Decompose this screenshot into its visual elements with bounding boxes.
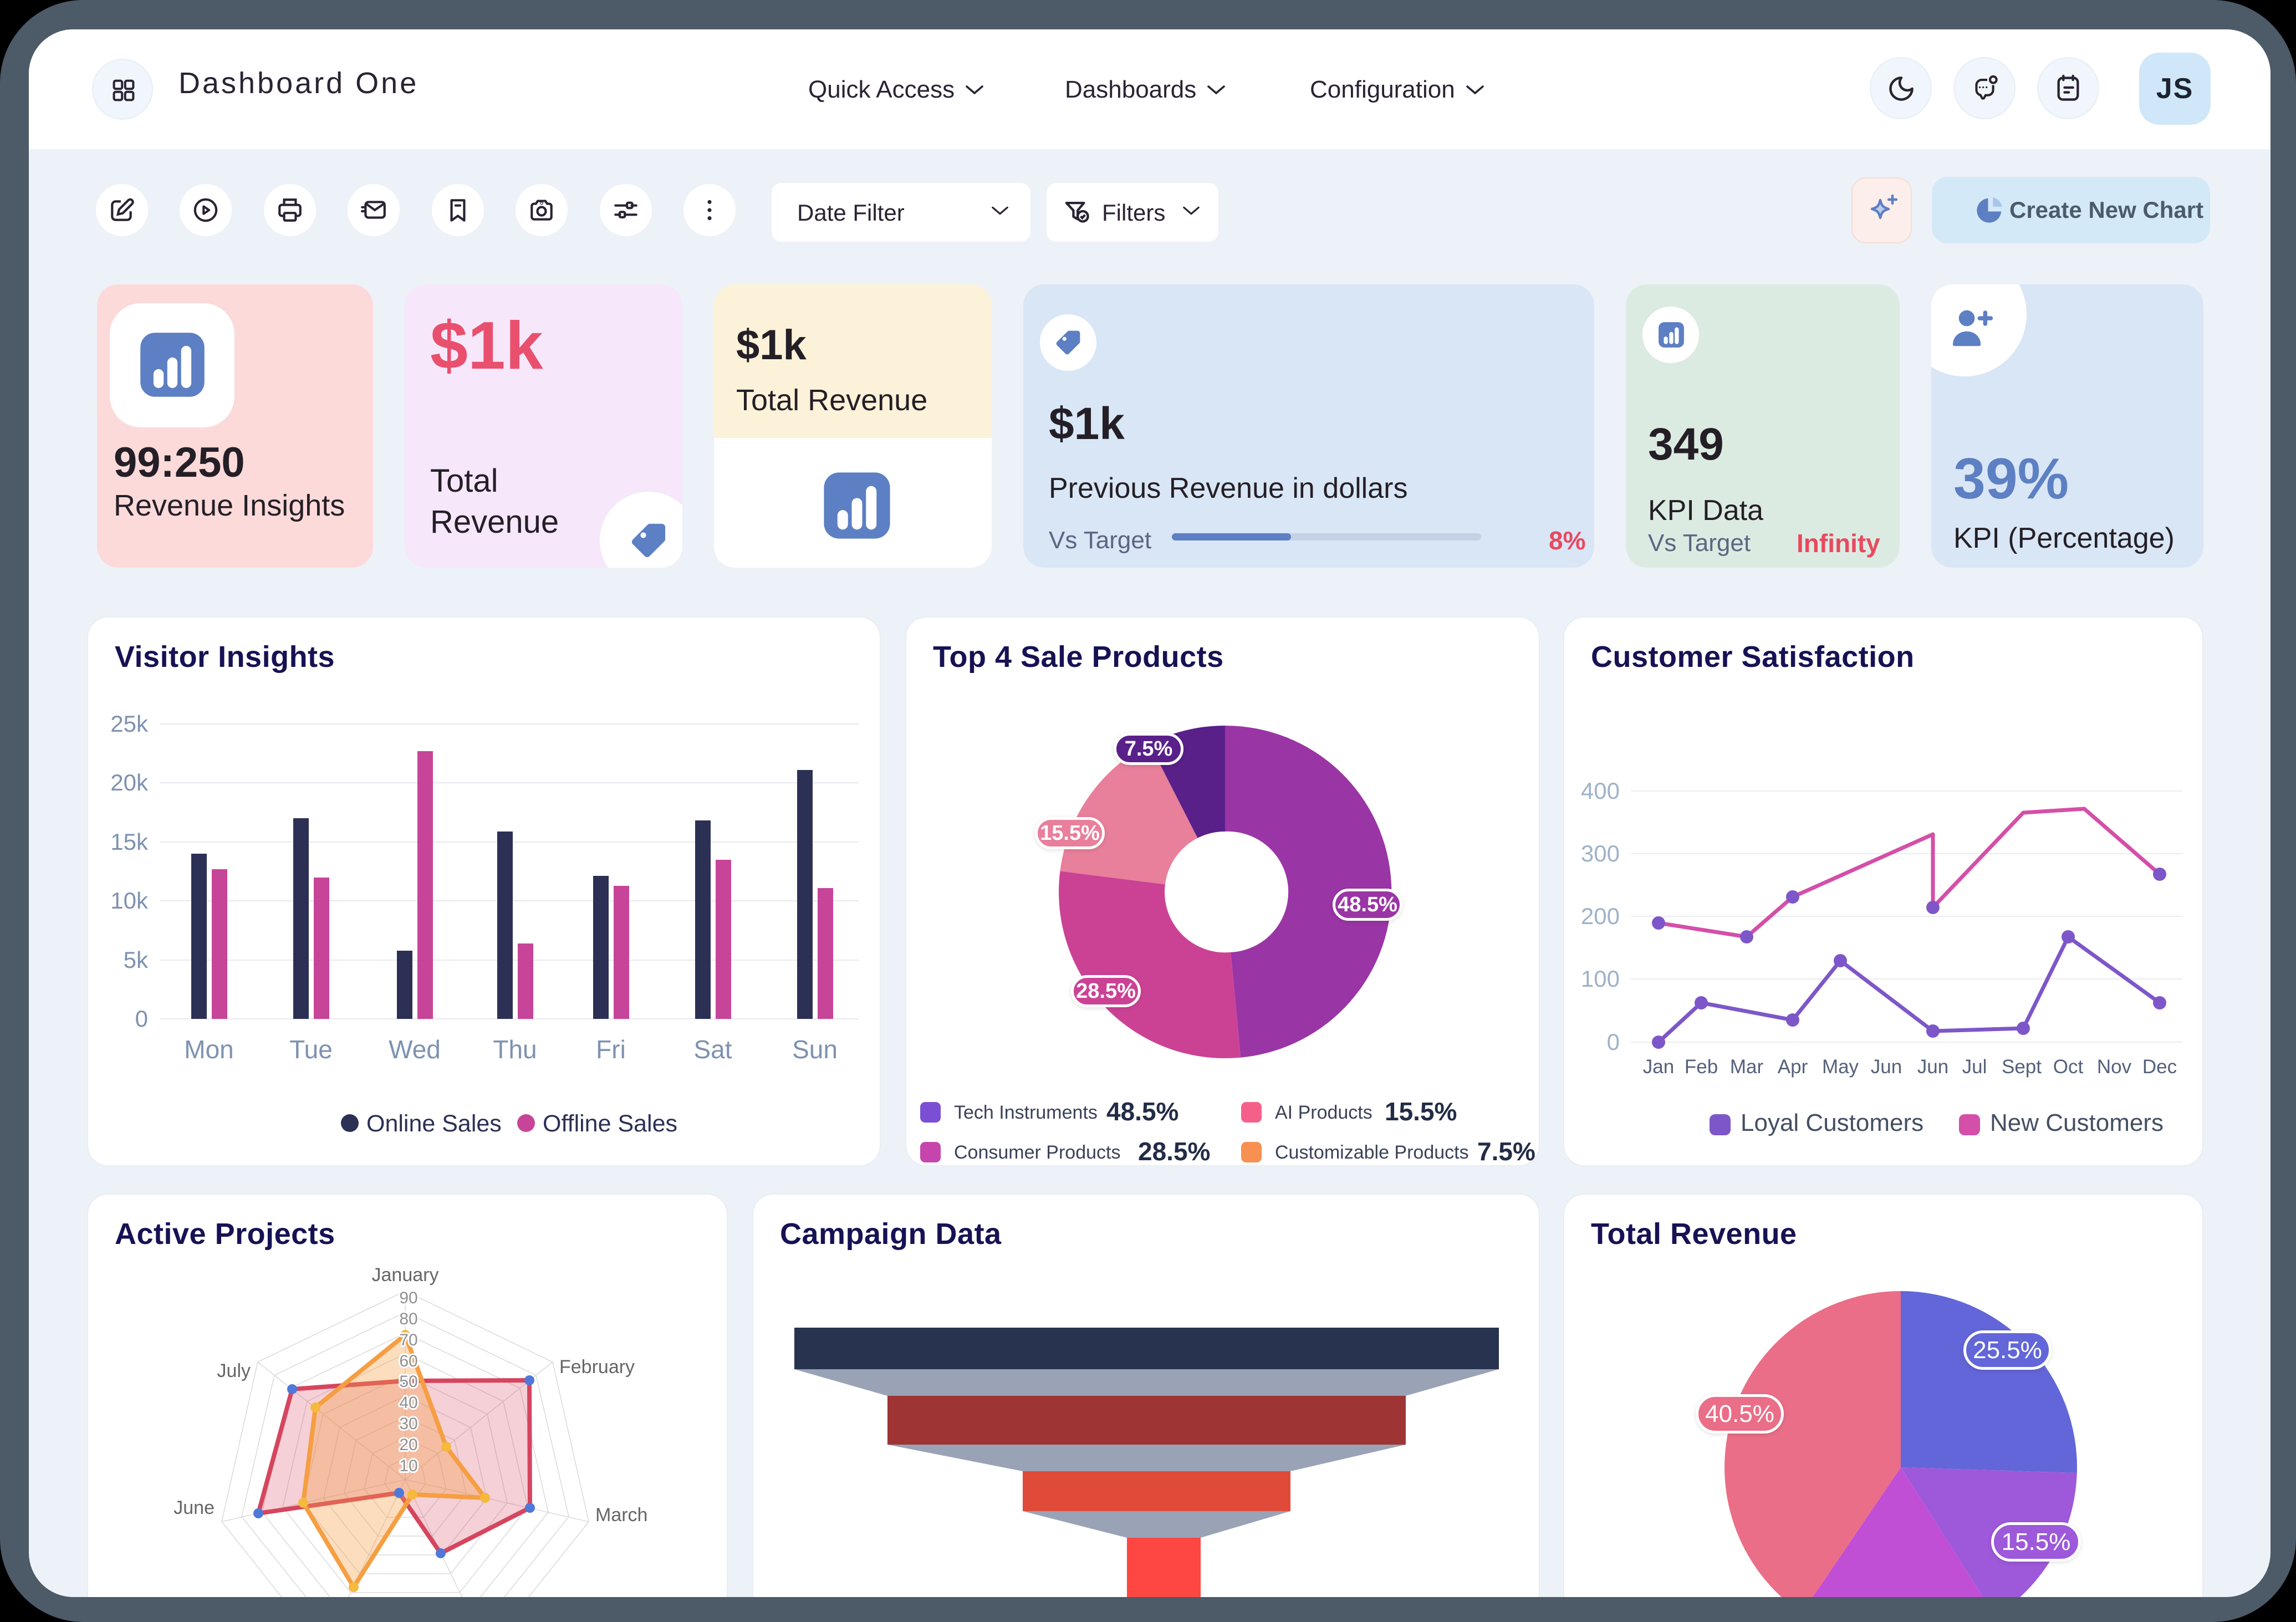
- svg-text:30: 30: [399, 1415, 417, 1433]
- svg-text:January: January: [372, 1264, 439, 1286]
- svg-text:Offline Sales: Offline Sales: [543, 1110, 677, 1137]
- svg-text:May: May: [1822, 1056, 1859, 1078]
- svg-text:Customizable Products: Customizable Products: [1275, 1142, 1469, 1163]
- svg-text:Jun: Jun: [1917, 1056, 1948, 1078]
- svg-text:Nov: Nov: [2097, 1056, 2132, 1078]
- svg-text:80: 80: [399, 1310, 417, 1328]
- svg-text:70: 70: [399, 1331, 417, 1349]
- svg-text:40: 40: [399, 1394, 417, 1412]
- svg-text:Jun: Jun: [1871, 1056, 1902, 1078]
- svg-text:100: 100: [1581, 966, 1620, 992]
- svg-text:Jan: Jan: [1643, 1056, 1674, 1078]
- svg-text:50: 50: [399, 1373, 417, 1391]
- svg-text:28.5%: 28.5%: [1138, 1137, 1210, 1166]
- svg-text:June: June: [174, 1497, 215, 1518]
- svg-text:Fri: Fri: [596, 1035, 626, 1064]
- svg-text:Feb: Feb: [1685, 1056, 1718, 1078]
- svg-text:Online Sales: Online Sales: [366, 1110, 502, 1137]
- svg-text:AI Products: AI Products: [1275, 1102, 1373, 1123]
- svg-text:Loyal Customers: Loyal Customers: [1741, 1109, 1923, 1136]
- svg-text:0: 0: [135, 1006, 148, 1032]
- svg-text:60: 60: [399, 1352, 417, 1370]
- svg-text:20k: 20k: [110, 769, 149, 795]
- svg-text:Thu: Thu: [493, 1035, 537, 1064]
- svg-text:Sat: Sat: [693, 1035, 732, 1064]
- svg-text:Tue: Tue: [289, 1035, 333, 1064]
- svg-text:10: 10: [399, 1457, 417, 1475]
- svg-text:Wed: Wed: [389, 1035, 441, 1064]
- svg-text:5k: 5k: [124, 947, 149, 973]
- svg-text:Mar: Mar: [1730, 1056, 1764, 1078]
- svg-text:Sun: Sun: [792, 1035, 838, 1064]
- svg-text:15.5%: 15.5%: [1385, 1097, 1457, 1126]
- svg-text:300: 300: [1581, 840, 1620, 866]
- svg-text:Jul: Jul: [1962, 1056, 1987, 1078]
- svg-text:15k: 15k: [110, 829, 149, 855]
- svg-text:Consumer Products: Consumer Products: [954, 1142, 1120, 1163]
- svg-text:February: February: [559, 1356, 635, 1378]
- svg-text:Oct: Oct: [2053, 1056, 2084, 1078]
- svg-text:Sept: Sept: [2002, 1056, 2042, 1078]
- svg-text:Dec: Dec: [2142, 1056, 2177, 1078]
- svg-text:90: 90: [399, 1289, 417, 1307]
- svg-text:400: 400: [1581, 778, 1620, 804]
- svg-text:Tech Instruments: Tech Instruments: [954, 1102, 1098, 1123]
- svg-text:10k: 10k: [110, 887, 149, 914]
- svg-text:0: 0: [1607, 1029, 1620, 1055]
- svg-text:20: 20: [399, 1436, 417, 1454]
- svg-text:200: 200: [1581, 903, 1620, 929]
- svg-text:March: March: [595, 1504, 647, 1526]
- svg-text:Apr: Apr: [1778, 1056, 1808, 1078]
- svg-text:Mon: Mon: [184, 1035, 233, 1064]
- svg-text:July: July: [217, 1360, 251, 1381]
- svg-text:New Customers: New Customers: [1990, 1109, 2164, 1136]
- svg-text:7.5%: 7.5%: [1477, 1137, 1535, 1166]
- svg-text:25k: 25k: [110, 711, 149, 737]
- svg-text:48.5%: 48.5%: [1106, 1097, 1178, 1126]
